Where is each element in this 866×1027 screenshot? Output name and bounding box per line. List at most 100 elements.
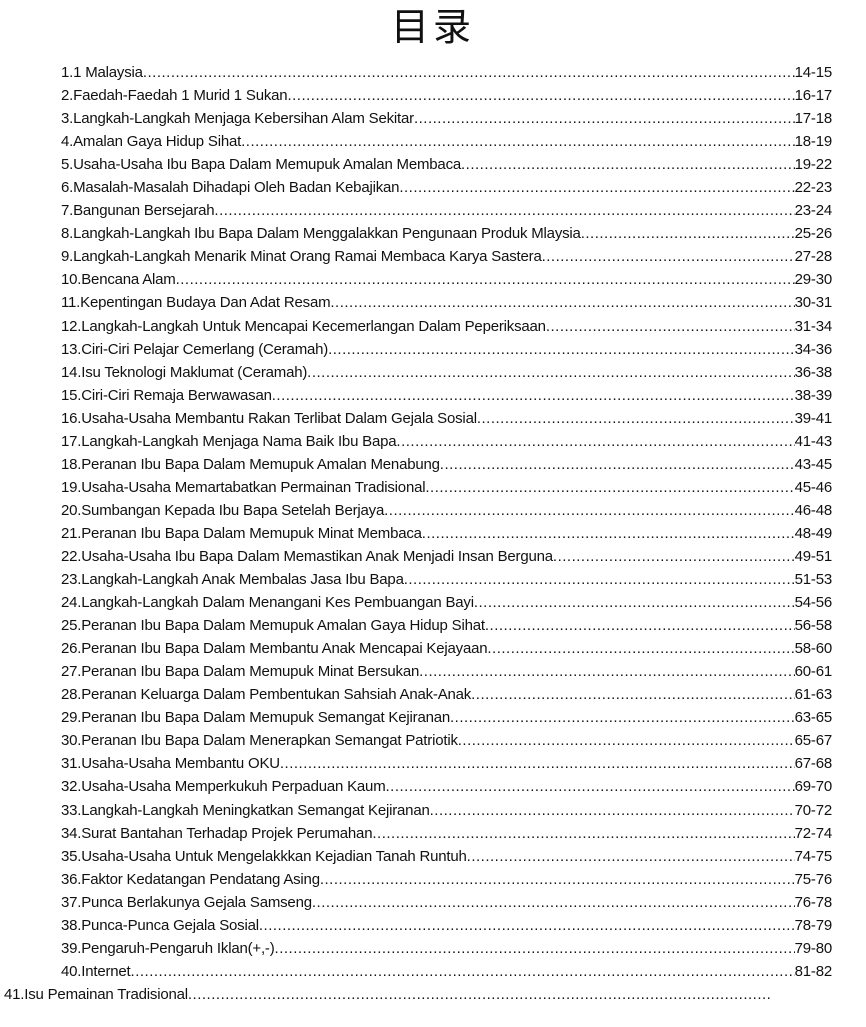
toc-entry[interactable]: 35.Usaha-Usaha Untuk Mengelakkkan Kejadi… (61, 845, 832, 868)
toc-entry-label: 27.Peranan Ibu Bapa Dalam Memupuk Minat … (61, 663, 420, 681)
toc-entry[interactable]: 21.Peranan Ibu Bapa Dalam Memupuk Minat … (61, 522, 832, 545)
toc-entry-label: 37.Punca Berlakunya Gejala Samseng (61, 893, 312, 911)
toc-entry[interactable]: 18.Peranan Ibu Bapa Dalam Memupuk Amalan… (61, 453, 832, 476)
toc-entry[interactable]: 31.Usaha-Usaha Membantu OKU 67-68 (61, 752, 832, 775)
dot-leader (542, 245, 795, 268)
toc-entry-label: 4.Amalan Gaya Hidup Sihat (61, 133, 242, 151)
toc-entry[interactable]: 12.Langkah-Langkah Untuk Mencapai Keceme… (61, 315, 832, 338)
dot-leader (422, 522, 795, 545)
toc-entry-pages: 36-38 (794, 363, 833, 381)
toc-entry-label: 40.Internet (61, 962, 131, 980)
toc-entry-pages: 60-61 (794, 663, 833, 681)
toc-entry[interactable]: 9.Langkah-Langkah Menarik Minat Orang Ra… (61, 245, 832, 268)
dot-leader (143, 61, 795, 84)
toc-entry[interactable]: 17.Langkah-Langkah Menjaga Nama Baik Ibu… (61, 430, 832, 453)
toc-entry-label: 15.Ciri-Ciri Remaja Berwawasan (61, 386, 272, 404)
toc-entry[interactable]: 27.Peranan Ibu Bapa Dalam Memupuk Minat … (61, 660, 832, 683)
toc-entry[interactable]: 38.Punca-Punca Gejala Sosial 78-79 (61, 914, 832, 937)
toc-entry-pages: 41-43 (794, 432, 833, 450)
toc-entry-label: 18.Peranan Ibu Bapa Dalam Memupuk Amalan… (61, 455, 440, 473)
dot-leader (461, 153, 795, 176)
toc-entry[interactable]: 1.1 Malaysia 14-15 (61, 61, 832, 84)
toc-entry[interactable]: 32.Usaha-Usaha Memperkukuh Perpaduan Kau… (61, 775, 832, 798)
toc-entry-pages: 43-45 (794, 455, 833, 473)
dot-leader (485, 614, 795, 637)
toc-entry[interactable]: 19.Usaha-Usaha Memartabatkan Permainan T… (61, 476, 832, 499)
toc-entry-label: 31.Usaha-Usaha Membantu OKU (61, 755, 280, 773)
toc-entry[interactable]: 37.Punca Berlakunya Gejala Samseng 76-78 (61, 891, 832, 914)
toc-entry[interactable]: 26.Peranan Ibu Bapa Dalam Membantu Anak … (61, 637, 832, 660)
toc-entry[interactable]: 41.Isu Pemainan Tradisional (4, 983, 770, 1006)
toc-entry[interactable]: 36.Faktor Kedatangan Pendatang Asing 75-7… (61, 868, 832, 891)
toc-entry-pages: 16-17 (794, 87, 833, 105)
toc-entry-label: 38.Punca-Punca Gejala Sosial (61, 916, 259, 934)
toc-entry[interactable]: 34.Surat Bantahan Terhadap Projek Peruma… (61, 822, 832, 845)
toc-entry-label: 3.Langkah-Langkah Menjaga Kebersihan Ala… (61, 110, 414, 128)
dot-leader (386, 775, 795, 798)
toc-entry[interactable]: 7.Bangunan Bersejarah 23-24 (61, 199, 832, 222)
dot-leader (280, 752, 795, 775)
toc-entry[interactable]: 23.Langkah-Langkah Anak Membalas Jasa Ib… (61, 568, 832, 591)
toc-entry[interactable]: 10.Bencana Alam 29-30 (61, 268, 832, 291)
toc-entry[interactable]: 13.Ciri-Ciri Pelajar Cemerlang (Ceramah)… (61, 338, 832, 361)
dot-leader (471, 683, 795, 706)
toc-entry-pages: 48-49 (794, 524, 833, 542)
toc-entry-pages: 78-79 (794, 916, 833, 934)
toc-entry[interactable]: 16.Usaha-Usaha Membantu Rakan Terlibat D… (61, 407, 832, 430)
toc-entry[interactable]: 14.Isu Teknologi Maklumat (Ceramah) 36-38 (61, 361, 832, 384)
toc-entry[interactable]: 28.Peranan Keluarga Dalam Pembentukan Sa… (61, 683, 832, 706)
toc-entry-label: 14.Isu Teknologi Maklumat (Ceramah) (61, 363, 308, 381)
toc-entry[interactable]: 33.Langkah-Langkah Meningkatkan Semangat… (61, 799, 832, 822)
toc-entry[interactable]: 20.Sumbangan Kepada Ibu Bapa Setelah Ber… (61, 499, 832, 522)
toc-entry-pages: 14-15 (794, 64, 833, 81)
toc-entry-pages: 34-36 (794, 340, 833, 358)
dot-leader (430, 799, 795, 822)
toc-entry-pages: 25-26 (794, 225, 833, 243)
dot-leader (131, 960, 795, 983)
toc-entry[interactable]: 8.Langkah-Langkah Ibu Bapa Dalam Menggal… (61, 222, 832, 245)
dot-leader (320, 868, 795, 891)
toc-entry[interactable]: 39.Pengaruh-Pengaruh Iklan(+,-) 79-80 (61, 937, 832, 960)
toc-entry-label: 9.Langkah-Langkah Menarik Minat Orang Ra… (61, 248, 542, 266)
dot-leader (384, 499, 795, 522)
toc-entry-pages: 49-51 (794, 547, 833, 565)
toc-entry-label: 26.Peranan Ibu Bapa Dalam Membantu Anak … (61, 640, 488, 658)
toc-entry-label: 2.Faedah-Faedah 1 Murid 1 Sukan (61, 87, 288, 105)
toc-entry-pages: 56-58 (794, 617, 833, 635)
toc-entry[interactable]: 5.Usaha-Usaha Ibu Bapa Dalam Memupuk Ama… (61, 153, 832, 176)
toc-entry[interactable]: 3.Langkah-Langkah Menjaga Kebersihan Ala… (61, 107, 832, 130)
dot-leader (312, 891, 795, 914)
toc-entry-label: 6.Masalah-Masalah Dihadapi Oleh Badan Ke… (61, 179, 400, 197)
toc-entry[interactable]: 6.Masalah-Masalah Dihadapi Oleh Badan Ke… (61, 176, 832, 199)
dot-leader (581, 222, 795, 245)
toc-entry[interactable]: 24.Langkah-Langkah Dalam Menangani Kes P… (61, 591, 832, 614)
dot-leader (259, 914, 795, 937)
toc-entry-pages: 38-39 (794, 386, 833, 404)
toc-entry-pages: 19-22 (794, 156, 833, 174)
dot-leader (487, 637, 794, 660)
dot-leader (404, 568, 795, 591)
toc-entry[interactable]: 2.Faedah-Faedah 1 Murid 1 Sukan 16-17 (61, 84, 832, 107)
toc-entry[interactable]: 4.Amalan Gaya Hidup Sihat 18-19 (61, 130, 832, 153)
toc-entry-pages: 81-82 (794, 962, 833, 980)
dot-leader (414, 107, 795, 130)
toc-entry-label: 1.1 Malaysia (61, 64, 143, 81)
toc-entry-pages: 45-46 (794, 478, 833, 496)
toc-entry[interactable]: 30.Peranan Ibu Bapa Dalam Menerapkan Sem… (61, 729, 832, 752)
toc-entry-pages: 31-34 (794, 317, 833, 335)
toc-entry[interactable]: 11.Kepentingan Budaya Dan Adat Resam 30-3… (61, 291, 832, 314)
toc-entry-pages: 63-65 (794, 709, 833, 727)
dot-leader (474, 591, 795, 614)
toc-entry[interactable]: 25.Peranan Ibu Bapa Dalam Memupuk Amalan… (61, 614, 832, 637)
toc-entry-label: 7.Bangunan Bersejarah (61, 202, 215, 220)
toc-entry[interactable]: 15.Ciri-Ciri Remaja Berwawasan 38-39 (61, 384, 832, 407)
toc-entry-label: 21.Peranan Ibu Bapa Dalam Memupuk Minat … (61, 524, 422, 542)
toc-entry-pages: 70-72 (794, 801, 833, 819)
toc-entry-pages: 69-70 (794, 778, 833, 796)
toc-entry-pages: 54-56 (794, 594, 833, 612)
toc-entry[interactable]: 22.Usaha-Usaha Ibu Bapa Dalam Memastikan… (61, 545, 832, 568)
toc-entry[interactable]: 29.Peranan Ibu Bapa Dalam Memupuk Semang… (61, 706, 832, 729)
toc-entry-label: 25.Peranan Ibu Bapa Dalam Memupuk Amalan… (61, 617, 485, 635)
toc-entry-pages: 46-48 (794, 501, 833, 519)
toc-entry[interactable]: 40.Internet 81-82 (61, 960, 832, 983)
